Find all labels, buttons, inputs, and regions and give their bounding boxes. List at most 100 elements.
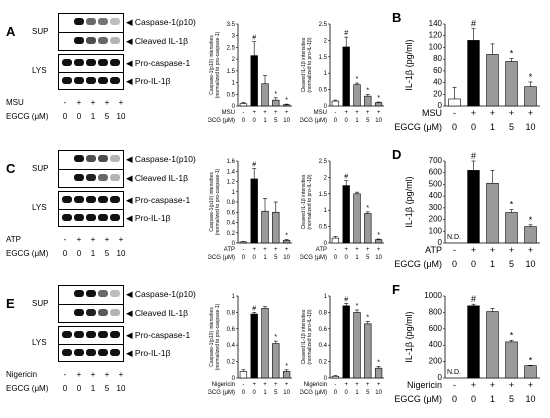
y-tick-label: 0	[438, 101, 443, 110]
bar	[282, 240, 291, 244]
x-treatment-sign: +	[471, 380, 476, 390]
blot-band	[74, 214, 84, 221]
x-treatment-sign: +	[471, 245, 476, 255]
y-tick-label: 0.6	[227, 210, 236, 216]
bar	[250, 178, 258, 244]
egcg-value: 1	[90, 249, 96, 258]
band-name: ◀ Pro-IL-1β	[126, 213, 171, 223]
densitometry-bar-chart: Caspase-1(p10) intensities (normalized to…	[208, 159, 292, 261]
panel-label: E	[6, 296, 15, 311]
blot-band	[110, 349, 120, 356]
y-tick-label: 0	[232, 104, 236, 110]
x-egcg-value: 1	[355, 118, 359, 124]
x-egcg-value: 0	[334, 118, 338, 124]
x-egcg-label: EGCG (μM)	[300, 390, 327, 396]
y-axis-label: (normalized to pro-caspase-1)	[215, 168, 221, 235]
significance-mark: *	[510, 330, 514, 340]
y-axis-label: IL-1β (pg/ml)	[404, 176, 414, 227]
x-treatment-sign: -	[334, 247, 336, 253]
not-detected-label: N.D.	[447, 234, 461, 241]
x-egcg-value: 5	[366, 255, 370, 261]
x-egcg-value: 0	[345, 255, 349, 261]
y-tick-label: 1	[324, 71, 328, 77]
x-egcg-value: 10	[283, 390, 290, 396]
significance-mark: *	[285, 97, 288, 104]
sup-label: SUP	[32, 27, 49, 36]
blot-band	[98, 290, 108, 297]
y-tick-label: 800	[429, 307, 443, 316]
blot-band	[110, 290, 120, 297]
x-treatment-sign: +	[285, 382, 289, 388]
y-axis-label: (normalized to pro-IL-1β)	[307, 309, 313, 364]
y-tick-label: 0	[438, 373, 443, 382]
y-tick-label: 2.5	[319, 22, 328, 28]
significance-mark: *	[274, 91, 277, 98]
x-egcg-value: 5	[274, 255, 278, 261]
x-egcg-value: 0	[452, 122, 457, 132]
bar	[524, 86, 537, 107]
significance-mark: *	[510, 200, 514, 210]
y-tick-label: 1.2	[227, 180, 236, 186]
significance-mark: *	[377, 232, 380, 239]
blot-band	[86, 77, 96, 84]
y-tick-label: 1	[232, 294, 236, 300]
significance-mark: #	[471, 19, 476, 29]
blot-band	[86, 196, 96, 203]
blot-band	[110, 214, 120, 221]
x-treatment-sign: +	[377, 247, 381, 253]
significance-mark: #	[344, 174, 348, 181]
significance-mark: *	[510, 49, 514, 59]
x-treatment-sign: -	[334, 382, 336, 388]
significance-mark: *	[366, 88, 369, 95]
y-tick-label: 2.5	[319, 159, 328, 165]
x-treatment-sign: -	[453, 380, 456, 390]
y-tick-label: 0	[324, 241, 328, 247]
y-tick-label: 0.2	[227, 231, 236, 237]
y-tick-label: 100	[429, 42, 443, 51]
bar	[467, 40, 480, 107]
x-egcg-value: 1	[263, 390, 267, 396]
x-treatment-label: MSU	[422, 108, 442, 118]
blot-band	[62, 331, 72, 338]
panel-label: B	[392, 10, 401, 25]
treatment-label: MSU	[6, 98, 24, 107]
treatment-sign: +	[118, 370, 124, 379]
not-detected-label: N.D.	[447, 369, 461, 376]
x-egcg-label: EGCG (μM)	[208, 390, 235, 396]
significance-mark: *	[274, 334, 277, 341]
x-treatment-label: Nigericin	[304, 382, 327, 388]
blot-divider	[58, 209, 124, 210]
densitometry-bar-chart: Cleaved IL-1β intensities (normalized to …	[300, 159, 384, 261]
y-tick-label: 1.5	[319, 192, 328, 198]
y-tick-label: 0	[324, 376, 328, 382]
x-treatment-sign: +	[528, 245, 533, 255]
treatment-sign: -	[63, 370, 67, 379]
y-tick-label: 0.8	[227, 310, 236, 316]
x-treatment-sign: +	[274, 382, 278, 388]
blot-band	[98, 331, 108, 338]
y-tick-label: 2	[232, 57, 236, 63]
blot-band	[74, 37, 84, 44]
y-tick-label: 600	[429, 324, 443, 333]
x-egcg-label: EGCG (μM)	[394, 394, 442, 404]
x-treatment-sign: +	[509, 108, 514, 118]
egcg-label: EGCG (μM)	[6, 112, 49, 121]
blot-band	[98, 77, 108, 84]
blot-band	[74, 77, 84, 84]
blot-band	[98, 349, 108, 356]
x-treatment-sign: -	[242, 247, 244, 253]
y-tick-label: 1	[232, 81, 236, 87]
bar	[374, 239, 383, 244]
bar	[364, 213, 372, 244]
significance-mark: *	[377, 360, 380, 367]
x-treatment-sign: -	[453, 108, 456, 118]
x-egcg-value: 0	[242, 118, 246, 124]
y-tick-label: 0.4	[319, 343, 328, 349]
bar	[353, 84, 361, 107]
y-tick-label: 200	[429, 357, 443, 366]
x-treatment-sign: +	[377, 110, 381, 116]
panel-label: C	[6, 161, 16, 176]
egcg-value: 0	[62, 112, 68, 121]
y-tick-label: 0.5	[319, 88, 328, 94]
band-name: ◀ Pro-caspase-1	[126, 195, 191, 205]
